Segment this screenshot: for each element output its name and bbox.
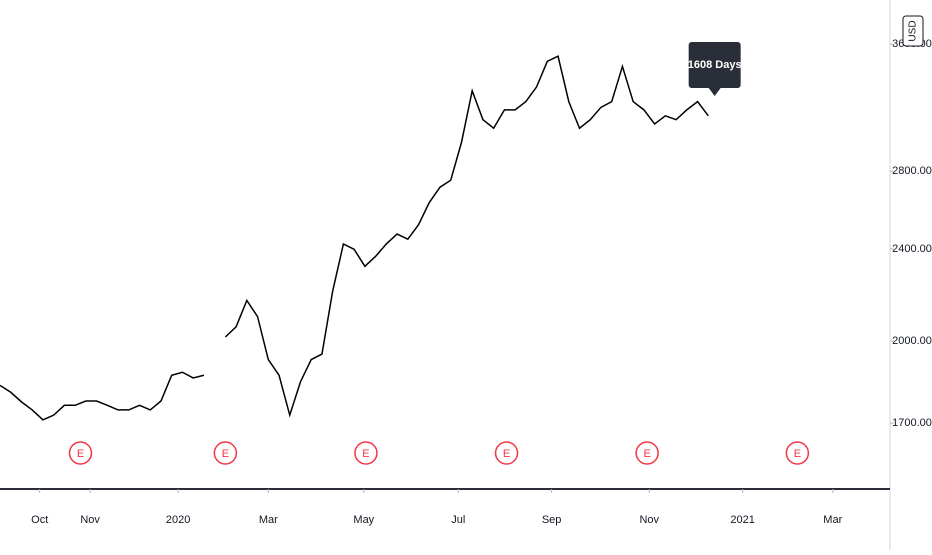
currency-badge-box (902, 15, 924, 47)
earnings-marker (635, 441, 659, 465)
x-tick-label: Sep (542, 514, 562, 526)
price-line (224, 55, 709, 418)
x-tick-label: Nov (80, 514, 100, 526)
x-tick-label: Oct (31, 514, 48, 526)
callout-label: 1608 Days (688, 59, 742, 71)
earnings-marker (785, 441, 810, 465)
earnings-label: E (77, 448, 84, 460)
callout-box (688, 42, 741, 96)
earnings-marker (213, 441, 238, 465)
earnings-marker (68, 441, 93, 465)
x-tick-label: Mar (823, 514, 842, 526)
currency-badge: USD (908, 20, 919, 41)
y-tick-label: 1700.00 (892, 417, 932, 429)
earnings-label: E (503, 448, 510, 460)
earnings-marker (354, 441, 378, 465)
y-tick-label: 2000.00 (892, 335, 932, 347)
y-tick-label: 2800.00 (892, 165, 932, 177)
earnings-label: E (222, 448, 229, 460)
x-tick-label: Nov (639, 514, 659, 526)
x-tick-label: May (353, 514, 374, 526)
x-tick-label: Jul (451, 514, 465, 526)
x-tick-label: 2020 (166, 514, 190, 526)
price-line (0, 371, 205, 421)
x-tick-label: Mar (259, 514, 278, 526)
earnings-label: E (643, 448, 650, 460)
x-tick-label: 2021 (730, 514, 754, 526)
earnings-marker (494, 441, 519, 465)
y-tick-label: 2400.00 (892, 243, 932, 255)
earnings-label: E (794, 448, 801, 460)
earnings-label: E (362, 448, 369, 460)
